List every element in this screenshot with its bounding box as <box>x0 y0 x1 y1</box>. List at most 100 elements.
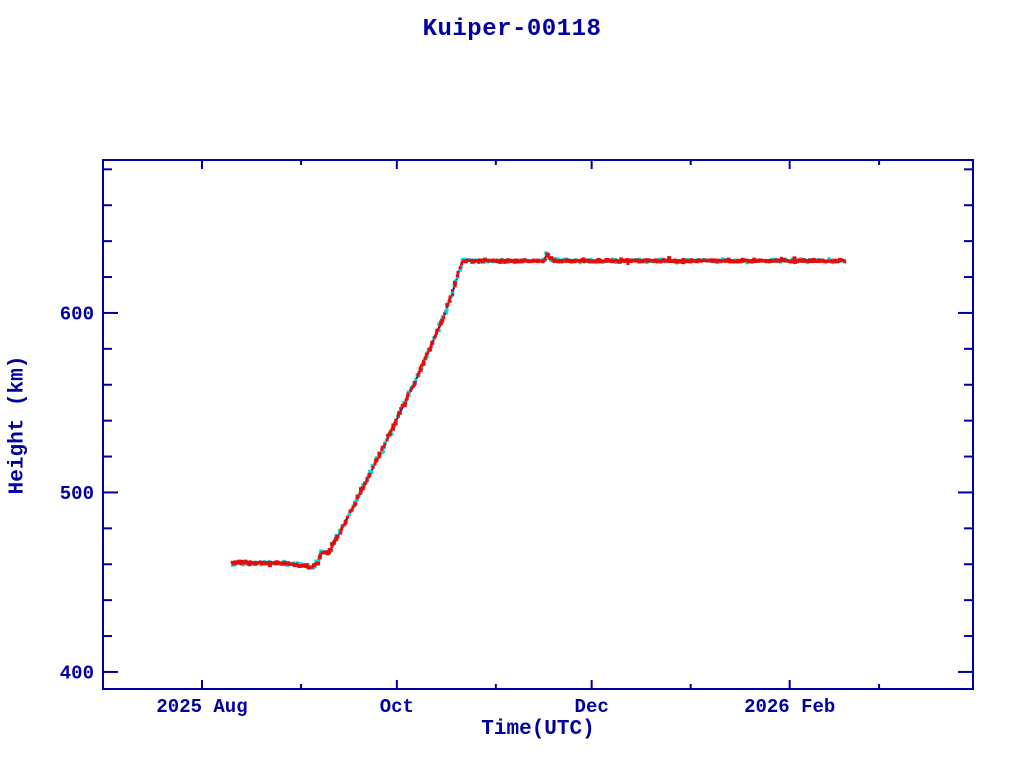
data-point <box>772 259 776 263</box>
data-point <box>365 477 369 480</box>
data-point <box>323 550 327 555</box>
data-point <box>480 259 485 264</box>
data-point <box>483 257 487 262</box>
data-point <box>429 345 433 349</box>
data-point <box>362 485 366 489</box>
data-point <box>404 398 408 402</box>
data-point <box>353 501 358 506</box>
data-point <box>437 322 441 326</box>
data-point <box>797 258 802 263</box>
data-point <box>563 259 567 263</box>
data-point <box>509 260 513 263</box>
data-point <box>422 360 425 364</box>
data-point <box>369 470 374 474</box>
data-point <box>689 258 694 263</box>
data-point <box>792 256 797 261</box>
data-point <box>506 258 511 263</box>
data-point <box>348 510 352 513</box>
data-point <box>760 259 764 263</box>
data-point <box>418 366 422 370</box>
data-point <box>289 562 293 566</box>
data-point <box>403 401 407 405</box>
data-point <box>358 491 362 495</box>
series-measured-points <box>230 252 847 570</box>
data-point <box>279 561 282 565</box>
data-point <box>740 257 745 262</box>
data-point <box>383 440 387 445</box>
data-point <box>365 478 369 482</box>
data-point <box>460 262 464 266</box>
data-point <box>779 256 783 260</box>
data-point <box>662 258 666 261</box>
data-point <box>250 561 254 565</box>
data-point <box>382 445 386 449</box>
data-point <box>475 259 479 263</box>
data-point <box>427 347 432 352</box>
data-point <box>311 563 316 568</box>
data-point <box>557 259 561 263</box>
data-point <box>549 256 554 261</box>
data-point <box>648 258 652 262</box>
data-point <box>791 259 795 263</box>
data-point <box>399 407 403 411</box>
data-point <box>719 259 723 263</box>
data-point <box>267 563 272 568</box>
data-point <box>545 252 550 257</box>
data-point <box>292 563 297 568</box>
data-point <box>367 475 371 479</box>
data-point <box>434 332 438 335</box>
data-point <box>420 366 424 370</box>
data-point <box>343 522 347 526</box>
series-aux-points <box>230 251 846 570</box>
data-point <box>260 560 264 564</box>
y-tick-label: 500 <box>60 483 94 505</box>
data-point <box>418 368 423 373</box>
data-point <box>555 260 559 263</box>
data-point <box>458 266 462 270</box>
data-point <box>519 259 523 264</box>
data-point <box>333 539 336 543</box>
data-point <box>430 340 435 345</box>
data-point <box>331 540 336 545</box>
data-point <box>417 370 421 374</box>
data-point <box>385 438 389 442</box>
data-point <box>450 289 454 293</box>
data-point <box>380 445 384 449</box>
data-point <box>421 361 426 366</box>
data-point <box>242 561 246 565</box>
data-point <box>308 565 312 569</box>
data-point <box>367 472 372 477</box>
data-point <box>380 447 384 451</box>
data-point <box>610 259 615 264</box>
data-point <box>381 449 385 454</box>
data-point <box>424 355 428 359</box>
data-point <box>406 392 410 396</box>
data-point <box>443 312 446 316</box>
data-point <box>343 519 348 524</box>
data-point <box>779 259 783 263</box>
x-axis-title: Time(UTC) <box>481 718 595 741</box>
data-point <box>543 257 547 261</box>
data-point <box>426 351 430 355</box>
data-point <box>539 259 543 263</box>
data-point <box>531 259 535 263</box>
data-point <box>316 561 321 566</box>
data-point <box>339 531 343 535</box>
data-point <box>667 256 672 261</box>
data-point <box>730 259 734 263</box>
data-point <box>416 374 420 378</box>
data-point <box>350 508 354 512</box>
data-point <box>523 258 527 262</box>
data-point <box>643 259 646 263</box>
data-point <box>377 451 382 456</box>
data-point <box>582 259 586 263</box>
data-point <box>402 403 407 408</box>
data-point <box>256 561 260 565</box>
data-point <box>565 258 570 263</box>
data-point <box>787 259 791 263</box>
data-point <box>677 260 681 264</box>
data-point <box>815 259 819 263</box>
data-point <box>247 562 252 567</box>
x-tick-label: 2025 Aug <box>156 696 247 718</box>
